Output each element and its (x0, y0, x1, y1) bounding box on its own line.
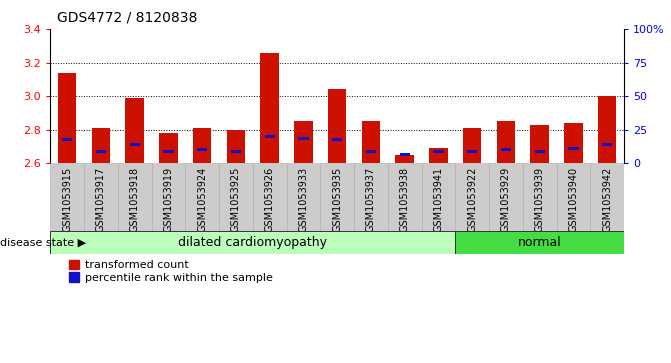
Bar (556, 163, 590, 231)
Bar (193, 128, 211, 163)
Bar (130, 143, 140, 146)
Bar (62, 138, 72, 141)
Text: normal: normal (518, 236, 562, 249)
Bar (328, 89, 346, 163)
Bar (50, 231, 456, 254)
Bar (354, 163, 388, 231)
Bar (253, 163, 287, 231)
Bar (96, 150, 106, 153)
Bar (366, 150, 376, 153)
Bar (58, 73, 76, 163)
Bar (497, 121, 515, 163)
Text: GSM1053939: GSM1053939 (535, 167, 545, 232)
Text: GSM1053925: GSM1053925 (231, 167, 241, 232)
Text: disease state ▶: disease state ▶ (0, 237, 86, 247)
Bar (463, 128, 482, 163)
Bar (456, 163, 489, 231)
Bar (294, 121, 313, 163)
Bar (264, 135, 275, 138)
Text: GSM1053919: GSM1053919 (164, 167, 173, 232)
Bar (598, 96, 617, 163)
Text: GDS4772 / 8120838: GDS4772 / 8120838 (57, 11, 197, 25)
Bar (260, 53, 279, 163)
Bar (159, 133, 178, 163)
Legend: transformed count, percentile rank within the sample: transformed count, percentile rank withi… (69, 260, 272, 283)
Bar (530, 125, 549, 163)
Bar (163, 150, 174, 153)
Bar (84, 163, 118, 231)
Bar (92, 128, 110, 163)
Bar (152, 163, 185, 231)
Text: GSM1053940: GSM1053940 (568, 167, 578, 232)
Bar (299, 136, 309, 140)
Bar (564, 123, 582, 163)
Text: GSM1053918: GSM1053918 (130, 167, 140, 232)
Bar (395, 155, 414, 163)
Text: dilated cardiomyopathy: dilated cardiomyopathy (178, 236, 327, 249)
Bar (332, 138, 342, 141)
Text: GSM1053926: GSM1053926 (264, 167, 274, 232)
Bar (185, 163, 219, 231)
Bar (456, 231, 624, 254)
Bar (362, 121, 380, 163)
Bar (320, 163, 354, 231)
Text: GSM1053937: GSM1053937 (366, 167, 376, 232)
Text: GSM1053924: GSM1053924 (197, 167, 207, 232)
Bar (219, 163, 253, 231)
Text: GSM1053933: GSM1053933 (299, 167, 309, 232)
Bar (602, 143, 612, 146)
Bar (118, 163, 152, 231)
Bar (125, 98, 144, 163)
Text: GSM1053941: GSM1053941 (433, 167, 444, 232)
Bar (590, 163, 624, 231)
Bar (421, 163, 456, 231)
Bar (231, 150, 241, 153)
Bar (197, 148, 207, 151)
Bar (399, 154, 410, 156)
Text: GSM1053929: GSM1053929 (501, 167, 511, 232)
Bar (535, 150, 545, 153)
Text: GSM1053922: GSM1053922 (467, 167, 477, 232)
Text: GSM1053942: GSM1053942 (602, 167, 612, 232)
Bar (433, 150, 444, 153)
Bar (287, 163, 320, 231)
Bar (429, 148, 448, 163)
Text: GSM1053917: GSM1053917 (96, 167, 106, 232)
Bar (501, 148, 511, 151)
Bar (489, 163, 523, 231)
Text: GSM1053938: GSM1053938 (400, 167, 410, 232)
Bar (227, 130, 245, 163)
Bar (388, 163, 421, 231)
Text: GSM1053915: GSM1053915 (62, 167, 72, 232)
Text: GSM1053935: GSM1053935 (332, 167, 342, 232)
Bar (50, 163, 84, 231)
Bar (568, 147, 578, 150)
Bar (467, 150, 477, 153)
Bar (523, 163, 556, 231)
